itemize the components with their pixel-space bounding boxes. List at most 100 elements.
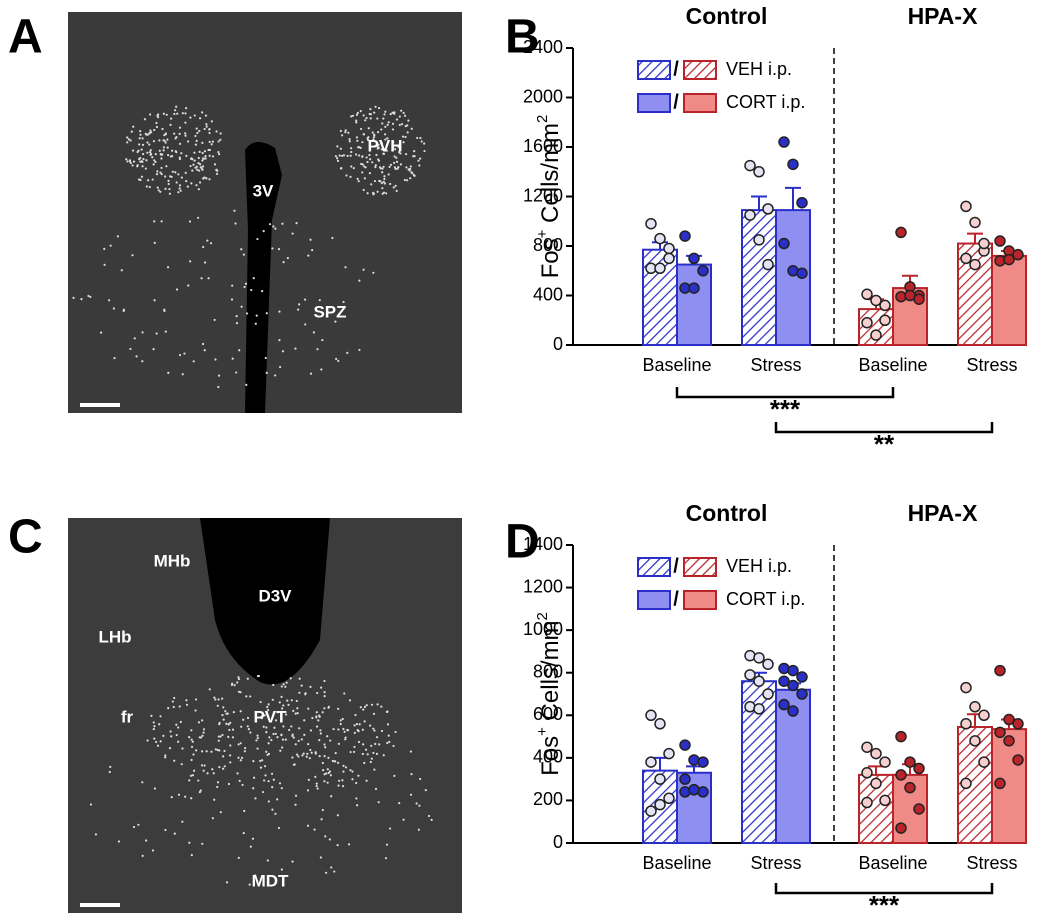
cell-dot (177, 191, 180, 194)
cell-dot (267, 752, 271, 755)
cell-dot (256, 734, 259, 737)
cell-dot (227, 782, 231, 786)
cell-dot (361, 752, 364, 756)
cell-dot (169, 730, 172, 733)
cell-dot (309, 729, 313, 732)
cell-dot (324, 835, 327, 838)
cell-dot (320, 368, 323, 371)
cell-dot (352, 167, 355, 170)
cell-dot (304, 323, 307, 326)
cell-dot (337, 707, 340, 710)
cell-dot (240, 248, 243, 251)
cell-dot (169, 175, 172, 178)
cell-dot (309, 238, 312, 241)
y-tick-label: 200 (533, 789, 563, 809)
cell-dot (217, 150, 220, 154)
cell-dot (203, 764, 206, 767)
cell-dot (309, 748, 312, 752)
cell-dot (239, 710, 242, 713)
cell-dot (191, 169, 194, 172)
cell-dot (99, 331, 103, 334)
cell-dot (178, 705, 181, 708)
cell-dot (303, 298, 307, 301)
cell-dot (342, 764, 345, 767)
cell-dot (205, 750, 208, 753)
cell-dot (402, 141, 405, 144)
cell-dot (377, 158, 380, 161)
cell-dot (386, 741, 389, 745)
cell-dot (384, 125, 387, 128)
cell-dot (392, 111, 395, 115)
cell-dot (355, 121, 358, 124)
data-point (870, 777, 882, 790)
cell-dot (175, 135, 178, 139)
cell-dot (216, 704, 219, 707)
data-point (654, 262, 666, 275)
cell-dot (389, 182, 392, 186)
cell-dot (337, 728, 340, 731)
cell-dot (294, 743, 297, 746)
cell-dot (237, 690, 241, 693)
cell-dot (279, 749, 282, 752)
cell-dot (178, 142, 182, 145)
cell-dot (160, 172, 163, 176)
cell-dot (358, 723, 361, 726)
region-label: MDT (252, 871, 289, 890)
cell-dot (364, 748, 368, 751)
cell-dot (395, 160, 399, 163)
cell-dot (404, 135, 407, 139)
cell-dot (261, 290, 264, 293)
cell-dot (280, 707, 284, 710)
data-point (1012, 754, 1024, 766)
cell-dot (359, 706, 362, 709)
cell-dot (361, 171, 364, 174)
cell-dot (217, 140, 220, 143)
cell-dot (336, 145, 339, 148)
cell-dot (370, 744, 373, 747)
cell-dot (349, 750, 352, 754)
cell-dot (240, 756, 244, 759)
cell-dot (164, 754, 167, 757)
cell-dot (413, 174, 416, 177)
cell-dot (213, 318, 216, 322)
cell-dot (265, 371, 268, 374)
cell-dot (175, 288, 179, 291)
group-header: Control (686, 500, 768, 526)
cell-dot (363, 705, 367, 708)
cell-dot (368, 172, 371, 175)
region-label: LHb (98, 627, 131, 646)
y-tick-label: 1200 (523, 576, 563, 596)
data-point (762, 688, 774, 700)
data-point (663, 792, 675, 805)
cell-dot (320, 818, 323, 821)
cell-dot (309, 685, 312, 689)
data-point (960, 252, 972, 265)
cell-dot (213, 798, 216, 801)
cell-dot (335, 357, 338, 361)
cell-dot (243, 809, 246, 813)
cell-dot (342, 770, 345, 773)
cell-dot (344, 131, 347, 134)
cell-dot (193, 159, 196, 162)
cell-dot (413, 155, 416, 158)
cell-dot (203, 261, 207, 264)
cell-dot (372, 712, 376, 715)
cell-dot (190, 729, 193, 732)
cell-dot (327, 756, 330, 759)
cell-dot (406, 179, 409, 182)
y-label-part: Fos (537, 736, 564, 776)
cell-dot (216, 781, 220, 784)
cell-dot (374, 105, 377, 108)
cell-dot (266, 705, 269, 709)
cell-dot (231, 284, 234, 287)
data-point (913, 293, 925, 305)
cell-dot (366, 753, 369, 756)
cell-dot (196, 168, 199, 171)
group-header: HPA-X (908, 3, 979, 29)
panel-letter: A (8, 11, 43, 64)
cell-dot (380, 705, 383, 708)
cell-dot (362, 708, 365, 711)
cell-dot (226, 712, 229, 715)
cell-dot (399, 163, 403, 166)
cell-dot (264, 774, 267, 777)
